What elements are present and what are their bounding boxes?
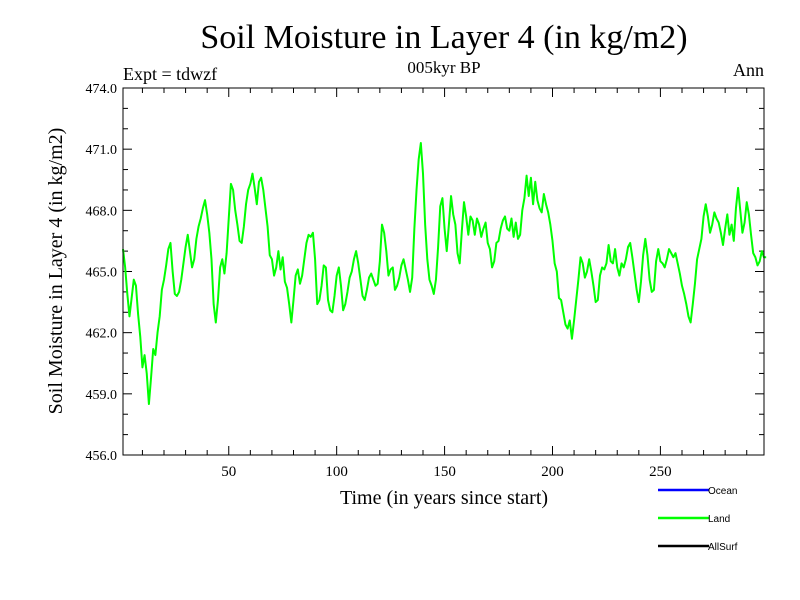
y-tick-label: 456.0 xyxy=(86,449,118,464)
y-axis-label: Soil Moisture in Layer 4 (in kg/m2) xyxy=(45,128,67,415)
plot-frame xyxy=(122,87,765,456)
x-tick-label: 150 xyxy=(433,464,456,480)
legend-label-land: Land xyxy=(708,514,730,525)
chart-subtitle: 005kyr BP xyxy=(407,58,480,77)
x-tick-label: 100 xyxy=(325,464,348,480)
x-tick-label: 200 xyxy=(541,464,564,480)
legend: Ocean Land AllSurf xyxy=(658,486,738,553)
y-tick-label: 474.0 xyxy=(86,82,118,97)
y-tick-label: 459.0 xyxy=(86,388,118,403)
chart-title: Soil Moisture in Layer 4 (in kg/m2) xyxy=(200,19,687,56)
y-tick-label: 468.0 xyxy=(86,204,118,219)
experiment-label: Expt = tdwzf xyxy=(123,64,217,84)
y-tick-label: 465.0 xyxy=(86,266,118,281)
y-tick-label: 471.0 xyxy=(86,143,118,158)
y-tick-labels: 456.0 459.0 462.0 465.0 468.0 471.0 474.0 xyxy=(86,82,118,464)
series-layer xyxy=(122,142,767,406)
x-tick-labels: 50 100 150 200 250 xyxy=(221,464,671,480)
x-tick-label: 50 xyxy=(221,464,236,480)
season-label: Ann xyxy=(733,60,764,80)
legend-label-allsurf: AllSurf xyxy=(708,542,738,553)
series-line-land xyxy=(122,142,767,406)
legend-label-ocean: Ocean xyxy=(708,486,737,497)
x-axis-label: Time (in years since start) xyxy=(340,487,548,509)
y-tick-label: 462.0 xyxy=(86,327,118,342)
x-tick-label: 250 xyxy=(649,464,672,480)
